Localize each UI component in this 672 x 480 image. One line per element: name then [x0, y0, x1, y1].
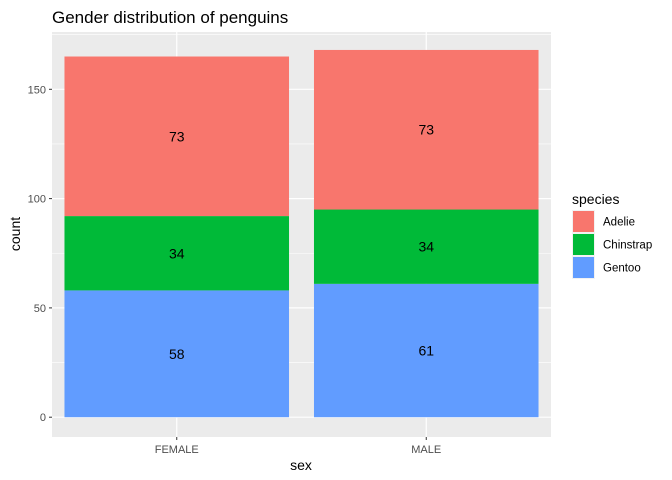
- legend-title: species: [572, 191, 619, 207]
- x-axis: FEMALE MALE: [155, 437, 441, 456]
- bar-labels: 58 34 73 61 34 73: [169, 122, 434, 362]
- data-label: 73: [418, 122, 434, 138]
- legend-swatch-gentoo: [573, 257, 594, 278]
- legend-swatch-chinstrap: [573, 234, 594, 255]
- data-label: 34: [169, 245, 185, 261]
- legend-label: Chinstrap: [603, 240, 652, 252]
- bar-chinstrap-male: [313, 209, 539, 284]
- data-label: 61: [418, 343, 434, 359]
- legend: species Adelie Chinstrap Gentoo: [572, 191, 652, 279]
- x-tick-label: MALE: [411, 444, 441, 456]
- y-tick-label: 150: [28, 84, 46, 96]
- legend-label: Gentoo: [603, 263, 641, 275]
- y-tick-label: 0: [40, 412, 46, 424]
- chart-title: Gender distribution of penguins: [52, 8, 288, 27]
- bar-gentoo-female: [64, 290, 290, 418]
- legend-label: Adelie: [603, 217, 635, 229]
- data-label: 58: [169, 346, 185, 362]
- legend-items: Adelie Chinstrap Gentoo: [572, 210, 652, 279]
- legend-swatch-adelie: [573, 211, 594, 232]
- bar-adelie-male: [313, 49, 539, 210]
- y-axis-title: count: [7, 217, 23, 251]
- x-axis-title: sex: [290, 457, 312, 473]
- data-label: 34: [418, 239, 434, 255]
- data-label: 73: [169, 128, 185, 144]
- bar-adelie-female: [64, 56, 290, 217]
- x-tick-label: FEMALE: [155, 444, 199, 456]
- bar-chinstrap-female: [64, 216, 290, 291]
- y-tick-label: 100: [28, 194, 46, 206]
- bars: [64, 49, 539, 418]
- bar-gentoo-male: [313, 283, 539, 418]
- y-tick-label: 50: [34, 303, 46, 315]
- y-axis: 0 50 100 150: [28, 84, 52, 424]
